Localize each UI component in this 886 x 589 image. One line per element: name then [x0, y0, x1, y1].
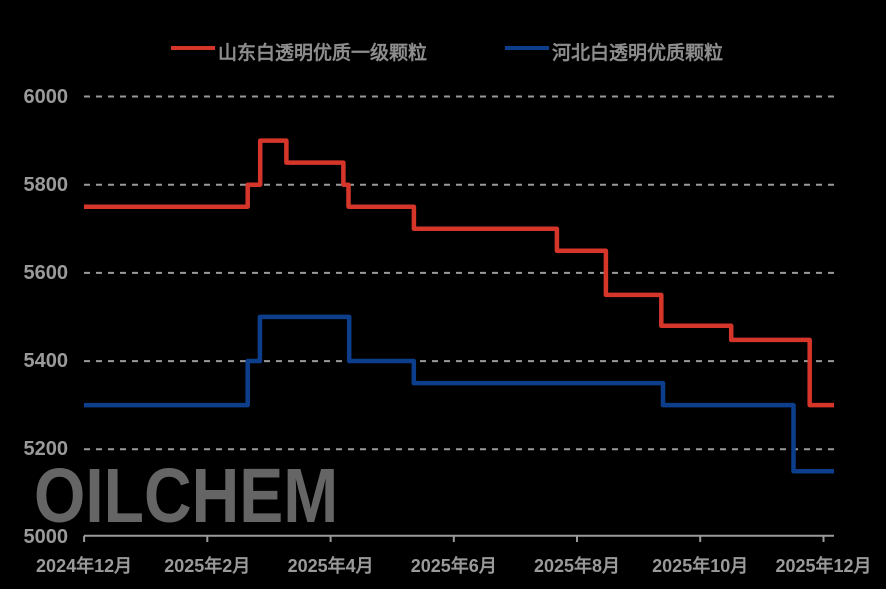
- svg-text:2025年6月: 2025年6月: [411, 555, 497, 576]
- svg-text:2024年12月: 2024年12月: [36, 555, 132, 576]
- svg-text:5000: 5000: [24, 526, 69, 548]
- svg-text:5400: 5400: [24, 350, 69, 372]
- svg-text:2025年8月: 2025年8月: [534, 555, 620, 576]
- svg-text:6000: 6000: [24, 86, 69, 108]
- svg-text:2025年10月: 2025年10月: [652, 555, 748, 576]
- svg-text:5200: 5200: [24, 438, 69, 460]
- svg-text:2025年4月: 2025年4月: [288, 555, 374, 576]
- svg-text:2025年12月: 2025年12月: [775, 555, 871, 576]
- svg-text:2025年2月: 2025年2月: [164, 555, 250, 576]
- svg-text:5600: 5600: [24, 262, 69, 284]
- svg-text:5800: 5800: [24, 174, 69, 196]
